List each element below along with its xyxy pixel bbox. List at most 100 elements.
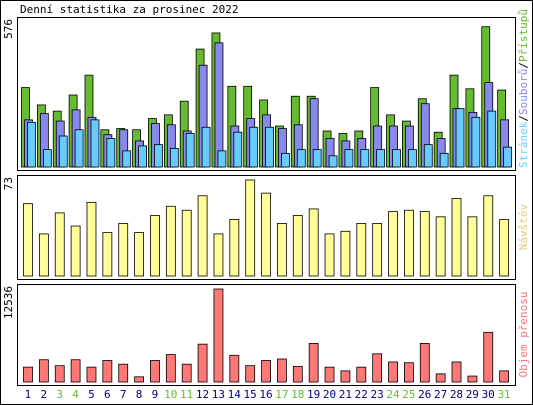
x-tick-label-day-6: 6 [104, 388, 111, 401]
legend-part-4: / [517, 62, 530, 69]
bar-visits-day-15 [245, 179, 256, 277]
bar-visits-day-7 [118, 222, 129, 277]
x-tick-label-day-14: 14 [228, 388, 242, 401]
x-tick-label-day-21: 21 [339, 388, 352, 401]
bar-pages-day-19 [312, 149, 322, 168]
bar-visits-day-20 [324, 233, 335, 277]
bar-kbytes-day-8 [134, 376, 144, 383]
ymax-label-hits: 576 [2, 19, 15, 39]
x-tick-label-day-13: 13 [212, 388, 225, 401]
x-tick-label-day-10: 10 [164, 388, 177, 401]
bar-visits-day-30 [483, 195, 494, 277]
x-tick-label-day-17: 17 [275, 388, 288, 401]
bar-pages-day-20 [328, 155, 338, 168]
bar-kbytes-day-1 [23, 366, 33, 383]
bar-visits-day-26 [419, 211, 430, 277]
x-tick-label-day-19: 19 [307, 388, 320, 401]
bar-kbytes-day-15 [245, 365, 256, 383]
x-tick-label-day-4: 4 [72, 388, 79, 401]
x-tick-label-day-23: 23 [370, 388, 383, 401]
x-tick-label-day-8: 8 [136, 388, 143, 401]
bar-kbytes-day-7 [118, 363, 129, 383]
panel-border-1 [17, 17, 516, 171]
bar-pages-day-21 [344, 149, 354, 168]
bar-visits-day-31 [499, 219, 510, 277]
bar-pages-day-11 [185, 133, 195, 168]
bar-pages-day-22 [360, 149, 370, 168]
legend-part-1: Stránek [517, 121, 530, 168]
x-tick-label-day-25: 25 [402, 388, 415, 401]
bar-visits-day-22 [356, 222, 367, 277]
bar-kbytes-day-18 [292, 366, 303, 383]
bar-visits-day-5 [86, 201, 97, 277]
legend-part-5: Přístupů [517, 9, 530, 62]
x-tick-label-day-16: 16 [259, 388, 272, 401]
bar-pages-day-18 [296, 149, 306, 168]
bar-pages-day-10 [169, 147, 179, 168]
bar-pages-day-17 [281, 152, 290, 168]
bar-kbytes-day-17 [277, 358, 287, 383]
bar-pages-day-13 [217, 150, 227, 168]
bar-pages-day-28 [455, 108, 465, 168]
bar-visits-day-9 [150, 215, 160, 277]
bar-kbytes-day-21 [340, 370, 351, 383]
x-tick-label-day-11: 11 [180, 388, 193, 401]
bar-visits-day-24 [388, 211, 398, 277]
bar-pages-day-27 [439, 152, 449, 168]
bar-kbytes-day-6 [102, 360, 113, 383]
ymax-label-visits: 73 [2, 177, 15, 190]
bar-kbytes-day-30 [483, 331, 494, 383]
bar-pages-day-24 [392, 149, 401, 168]
bar-visits-day-25 [404, 209, 414, 277]
bar-visits-day-10 [165, 205, 176, 277]
x-tick-label-day-28: 28 [450, 388, 463, 401]
bar-visits-day-4 [70, 225, 81, 277]
bar-kbytes-day-5 [86, 366, 97, 383]
bar-kbytes-day-11 [181, 363, 192, 383]
bar-kbytes-day-25 [404, 362, 414, 383]
bar-kbytes-day-2 [38, 359, 49, 383]
bar-visits-day-12 [197, 195, 208, 277]
x-tick-label-day-3: 3 [56, 388, 63, 401]
bar-visits-day-2 [38, 233, 49, 277]
bar-kbytes-day-4 [70, 359, 81, 383]
bar-visits-day-23 [372, 222, 383, 277]
bar-visits-day-1 [23, 203, 33, 277]
bar-kbytes-day-28 [451, 361, 462, 383]
bar-pages-day-8 [138, 145, 147, 168]
bar-kbytes-day-27 [435, 373, 446, 383]
bar-kbytes-day-29 [467, 375, 478, 383]
bar-visits-day-16 [261, 192, 271, 277]
bar-pages-day-26 [423, 144, 433, 168]
x-tick-label-day-20: 20 [323, 388, 336, 401]
bar-kbytes-day-23 [372, 353, 383, 383]
ymax-label-kbytes: 12536 [2, 286, 15, 319]
bar-visits-day-8 [134, 232, 144, 277]
x-tick-label-day-26: 26 [418, 388, 431, 401]
bar-visits-day-29 [467, 216, 478, 277]
bar-visits-day-27 [435, 216, 446, 277]
bar-kbytes-day-16 [261, 360, 271, 383]
bar-kbytes-day-24 [388, 361, 398, 383]
bar-kbytes-day-31 [499, 370, 510, 383]
x-tick-label-day-27: 27 [434, 388, 447, 401]
bar-pages-day-23 [376, 149, 386, 168]
bar-pages-day-15 [249, 126, 259, 168]
bar-visits-day-28 [451, 198, 462, 277]
x-tick-label-day-22: 22 [355, 388, 368, 401]
bar-pages-day-12 [201, 126, 211, 168]
bar-visits-day-14 [229, 219, 240, 277]
bar-pages-day-7 [122, 150, 132, 168]
bar-kbytes-day-20 [324, 366, 335, 383]
bar-pages-day-1 [27, 121, 36, 168]
x-tick-label-day-24: 24 [386, 388, 400, 401]
bar-pages-day-29 [471, 116, 481, 168]
x-tick-label-day-5: 5 [88, 388, 95, 401]
bar-kbytes-day-22 [356, 366, 367, 383]
x-tick-label-day-18: 18 [291, 388, 304, 401]
x-tick-label-day-30: 30 [482, 388, 495, 401]
x-tick-label-day-1: 1 [25, 388, 32, 401]
bar-visits-day-18 [292, 215, 303, 277]
bar-pages-day-31 [503, 146, 513, 168]
